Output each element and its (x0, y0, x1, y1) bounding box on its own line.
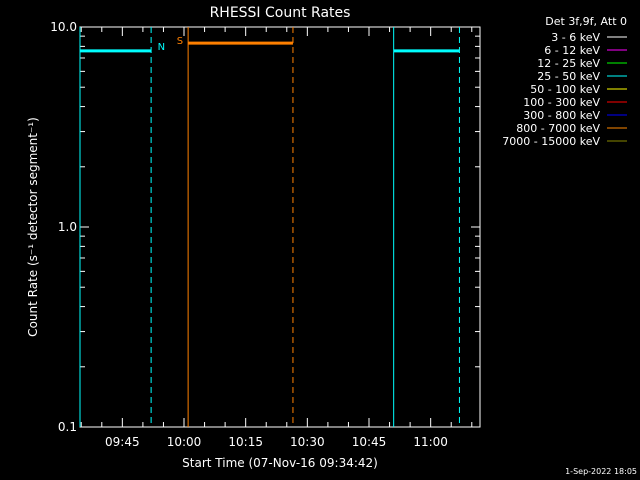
plot-area: NS (79, 27, 460, 427)
y-tick-label: 0.1 (58, 420, 77, 434)
x-tick-label: 09:45 (105, 435, 140, 449)
x-tick-label: 10:45 (352, 435, 387, 449)
x-tick-label: 11:00 (413, 435, 448, 449)
legend-entry: 6 - 12 keV (544, 44, 600, 57)
legend-entry: 50 - 100 keV (530, 83, 600, 96)
x-axis: 09:45 10:00 10:15 10:30 10:45 11:00 (80, 27, 473, 449)
annotation: S (177, 36, 183, 47)
legend-entry: 25 - 50 keV (537, 70, 600, 83)
x-tick-label: 10:30 (290, 435, 325, 449)
timestamp: 1-Sep-2022 18:05 (565, 467, 637, 476)
legend-entry: 12 - 25 keV (537, 57, 600, 70)
plot-frame (79, 26, 481, 428)
annotation: N (158, 42, 165, 53)
x-tick-label: 10:15 (228, 435, 263, 449)
legend-entry: 800 - 7000 keV (516, 122, 600, 135)
y-axis-label: Count Rate (s⁻¹ detector segment⁻¹) (26, 117, 40, 337)
legend-entry: 7000 - 15000 keV (502, 135, 600, 148)
legend-entry: 300 - 800 keV (523, 109, 600, 122)
x-tick-label: 10:00 (167, 435, 202, 449)
chart-title: RHESSI Count Rates (210, 5, 351, 21)
legend-entry: 3 - 6 keV (551, 31, 600, 44)
x-axis-label: Start Time (07-Nov-16 09:34:42) (182, 456, 378, 470)
y-axis: 10.0 1.0 0.1 (50, 20, 480, 434)
y-tick-label: 10.0 (50, 20, 77, 34)
y-tick-label: 1.0 (58, 220, 77, 234)
legend-header: Det 3f,9f, Att 0 (545, 15, 627, 28)
legend-entry: 100 - 300 keV (523, 96, 600, 109)
